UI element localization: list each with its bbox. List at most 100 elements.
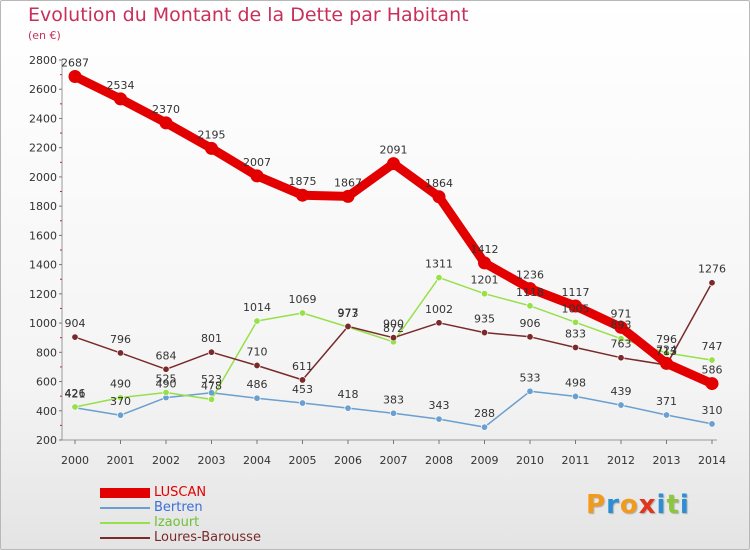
- y-tick-label: 200: [36, 434, 57, 447]
- data-point-loures-barousse: [435, 319, 443, 327]
- data-label-loures-barousse: 684: [156, 349, 177, 362]
- data-point-izaourt: [617, 335, 625, 343]
- x-tick-label: 2009: [471, 454, 499, 467]
- data-label-bertren: 490: [156, 378, 177, 391]
- data-label-loures-barousse: 611: [292, 360, 313, 373]
- x-tick-label: 2012: [607, 454, 635, 467]
- data-point-izaourt: [298, 309, 306, 317]
- data-point-luscan: [296, 188, 309, 202]
- data-label-loures-barousse: 1276: [698, 263, 726, 276]
- y-tick-label: 1400: [29, 259, 57, 272]
- data-point-bertren: [435, 415, 443, 423]
- data-label-luscan: 2687: [61, 57, 89, 70]
- data-point-luscan: [569, 299, 582, 313]
- data-label-bertren: 439: [611, 385, 632, 398]
- data-label-izaourt: 1118: [516, 286, 544, 299]
- x-tick-label: 2005: [289, 454, 317, 467]
- data-label-loures-barousse: 977: [338, 306, 359, 319]
- y-tick-label: 1600: [29, 229, 57, 242]
- data-point-luscan: [614, 320, 628, 334]
- data-label-bertren: 383: [383, 393, 404, 406]
- x-tick-label: 2008: [425, 454, 453, 467]
- data-label-bertren: 533: [520, 371, 541, 384]
- data-label-loures-barousse: 713: [656, 345, 677, 358]
- data-label-luscan: 2534: [107, 79, 135, 92]
- data-point-izaourt: [117, 394, 125, 402]
- legend-label: Bertren: [154, 500, 203, 515]
- data-label-izaourt: 1005: [562, 302, 590, 315]
- data-point-izaourt: [162, 388, 170, 396]
- data-label-bertren: 370: [110, 395, 131, 408]
- data-point-luscan: [432, 190, 446, 204]
- data-label-bertren: 288: [474, 407, 495, 420]
- data-label-izaourt: 1311: [425, 258, 453, 271]
- series-lines: [68, 70, 719, 431]
- data-label-izaourt: 1014: [243, 301, 271, 314]
- y-tick-label: 400: [36, 405, 57, 418]
- data-label-luscan: 1412: [471, 243, 499, 256]
- data-point-loures-barousse: [526, 333, 534, 341]
- chart-title: Evolution du Montant de la Dette par Hab…: [28, 4, 469, 26]
- y-tick-label: 2600: [29, 83, 57, 96]
- data-label-loures-barousse: 763: [611, 338, 632, 351]
- legend-swatch: [100, 522, 150, 524]
- data-label-loures-barousse: 801: [201, 332, 222, 345]
- data-point-luscan: [68, 70, 82, 84]
- data-point-bertren: [617, 401, 625, 409]
- y-tick-label: 2400: [29, 112, 57, 125]
- legend-label: Izaourt: [154, 515, 200, 530]
- data-point-loures-barousse: [389, 334, 397, 342]
- data-point-bertren: [480, 423, 488, 431]
- data-label-izaourt: 525: [156, 373, 177, 386]
- data-label-bertren: 418: [338, 388, 359, 401]
- data-label-bertren: 486: [247, 378, 268, 391]
- data-point-izaourt: [71, 403, 79, 411]
- data-point-loures-barousse: [208, 348, 216, 356]
- y-tick-label: 2800: [29, 54, 57, 67]
- y-tick-label: 2200: [29, 142, 57, 155]
- data-point-loures-barousse: [708, 279, 716, 287]
- data-point-luscan: [523, 282, 537, 296]
- data-label-izaourt: 747: [702, 340, 723, 353]
- data-point-bertren: [253, 394, 261, 402]
- data-point-luscan: [341, 189, 355, 203]
- x-tick-label: 2013: [653, 454, 681, 467]
- data-point-loures-barousse: [253, 361, 261, 369]
- data-label-bertren: 421: [65, 388, 86, 401]
- data-point-luscan: [660, 356, 673, 370]
- data-point-bertren: [526, 387, 534, 395]
- data-point-bertren: [571, 392, 579, 400]
- x-tick-label: 2007: [380, 454, 408, 467]
- data-label-bertren: 371: [656, 395, 677, 408]
- data-label-luscan: 2195: [198, 128, 226, 141]
- data-point-izaourt: [208, 395, 216, 403]
- data-point-izaourt: [435, 274, 443, 282]
- data-point-loures-barousse: [344, 322, 352, 330]
- data-label-bertren: 310: [702, 404, 723, 417]
- data-point-luscan: [387, 157, 400, 171]
- data-label-loures-barousse: 900: [383, 318, 404, 331]
- data-point-loures-barousse: [117, 349, 125, 357]
- data-point-bertren: [662, 411, 670, 419]
- x-tick-label: 2000: [61, 454, 89, 467]
- data-label-loures-barousse: 904: [65, 317, 86, 330]
- legend-label: Loures-Barousse: [154, 530, 261, 545]
- data-label-bertren: 343: [429, 399, 450, 412]
- data-point-luscan: [114, 92, 127, 106]
- data-label-izaourt: 426: [65, 387, 86, 400]
- data-label-luscan: 1117: [562, 286, 590, 299]
- x-tick-label: 2010: [516, 454, 544, 467]
- data-point-loures-barousse: [71, 333, 79, 341]
- data-point-bertren: [117, 411, 125, 419]
- data-point-loures-barousse: [571, 343, 579, 351]
- x-tick-label: 2003: [198, 454, 226, 467]
- legend-swatch: [100, 507, 150, 509]
- x-tick-label: 2011: [562, 454, 590, 467]
- data-label-loures-barousse: 1002: [425, 303, 453, 316]
- data-label-izaourt: 796: [656, 333, 677, 346]
- y-tick-label: 1800: [29, 200, 57, 213]
- data-point-bertren: [298, 399, 306, 407]
- data-label-loures-barousse: 906: [520, 317, 541, 330]
